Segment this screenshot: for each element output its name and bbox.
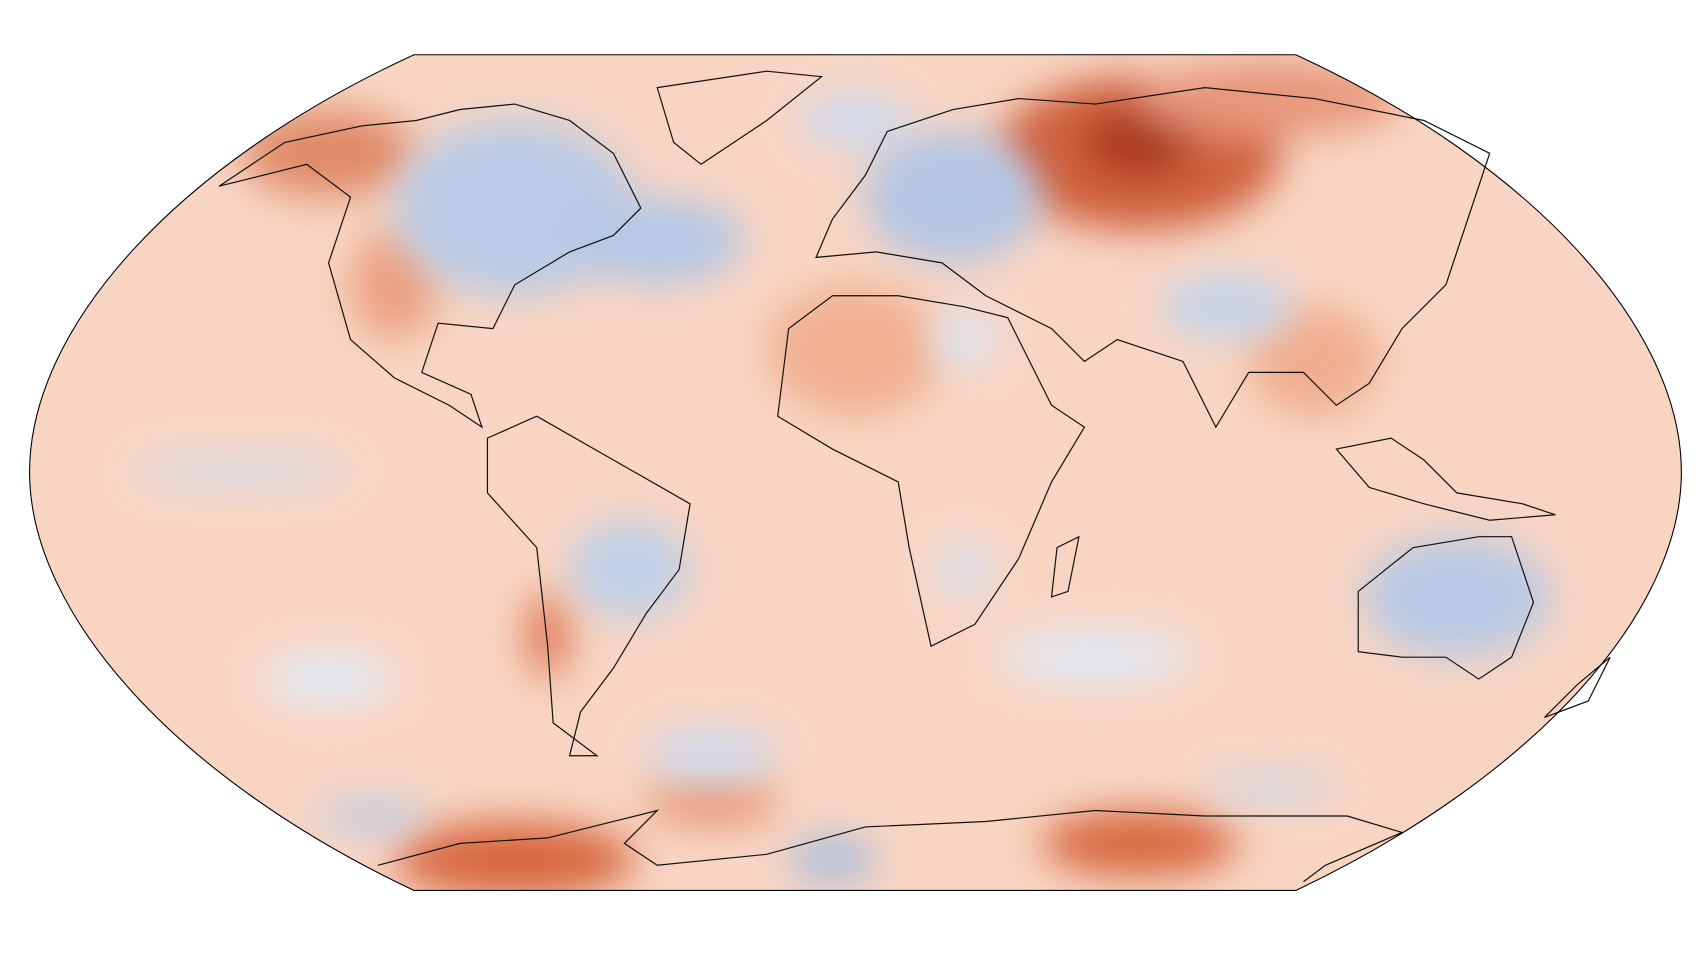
europe-asia — [815, 87, 1491, 429]
madagascar — [1050, 535, 1080, 598]
southeast-asia — [1335, 437, 1556, 521]
new-zealand — [1544, 656, 1611, 718]
warm-anomalies — [240, 60, 1403, 891]
south-america — [486, 415, 691, 757]
map-border — [29, 54, 1682, 892]
antarctica — [377, 809, 1404, 883]
coastlines — [218, 70, 1611, 883]
africa — [777, 295, 1086, 648]
greenland — [656, 70, 824, 166]
north-america — [218, 103, 642, 429]
australia — [1357, 536, 1535, 680]
cool-anomalies — [131, 93, 1550, 882]
